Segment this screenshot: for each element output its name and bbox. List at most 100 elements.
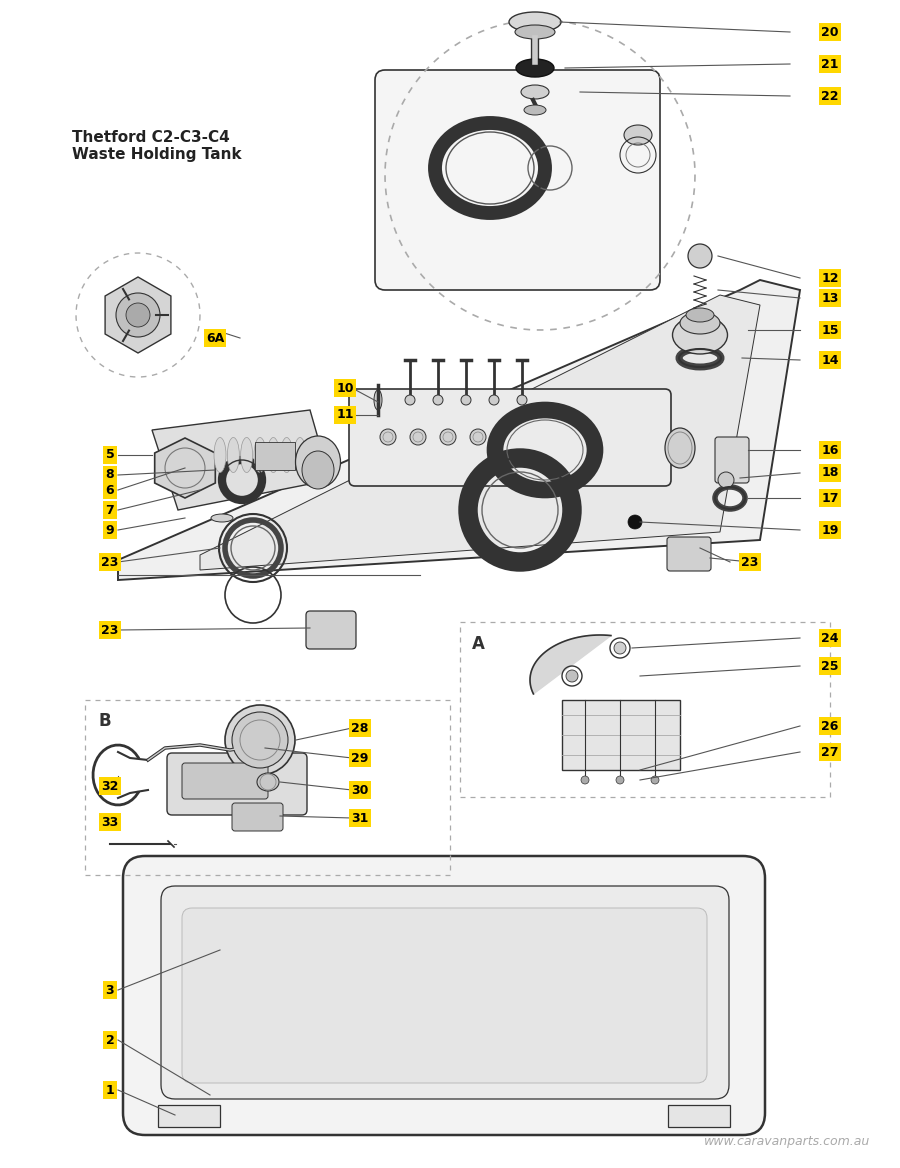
Circle shape — [566, 670, 578, 682]
Circle shape — [225, 705, 295, 776]
Text: A: A — [472, 635, 485, 653]
Text: 19: 19 — [822, 523, 839, 536]
Circle shape — [517, 395, 527, 405]
Polygon shape — [155, 438, 215, 498]
Text: 12: 12 — [821, 271, 839, 285]
Circle shape — [688, 244, 712, 267]
Circle shape — [410, 429, 426, 445]
Text: 3: 3 — [105, 983, 114, 996]
Ellipse shape — [254, 438, 266, 473]
Text: 26: 26 — [822, 719, 839, 732]
Circle shape — [628, 515, 642, 529]
Text: 23: 23 — [102, 556, 119, 569]
Circle shape — [405, 395, 415, 405]
Circle shape — [651, 776, 659, 784]
Text: 6: 6 — [105, 484, 114, 496]
Circle shape — [470, 429, 486, 445]
Polygon shape — [530, 635, 611, 694]
Ellipse shape — [624, 125, 652, 145]
Polygon shape — [105, 277, 171, 353]
Text: 25: 25 — [821, 660, 839, 673]
Text: 28: 28 — [351, 722, 369, 735]
Text: www.caravanparts.com.au: www.caravanparts.com.au — [704, 1135, 870, 1148]
Text: 32: 32 — [102, 779, 119, 793]
Circle shape — [440, 429, 456, 445]
Text: 21: 21 — [821, 57, 839, 70]
Circle shape — [232, 712, 288, 769]
Text: 1: 1 — [105, 1084, 114, 1097]
Polygon shape — [200, 296, 760, 570]
Text: Thetford C2-C3-C4
Waste Holding Tank: Thetford C2-C3-C4 Waste Holding Tank — [72, 130, 241, 162]
Ellipse shape — [665, 427, 695, 468]
FancyBboxPatch shape — [167, 753, 307, 815]
Ellipse shape — [228, 438, 239, 473]
Text: 24: 24 — [821, 632, 839, 645]
Text: 27: 27 — [821, 745, 839, 758]
Ellipse shape — [302, 451, 334, 489]
Bar — [255, 442, 295, 470]
Polygon shape — [562, 700, 680, 770]
FancyBboxPatch shape — [349, 389, 671, 486]
Text: 16: 16 — [822, 444, 839, 457]
Ellipse shape — [240, 438, 253, 473]
Text: 17: 17 — [821, 492, 839, 505]
Ellipse shape — [295, 436, 340, 488]
Text: 22: 22 — [821, 90, 839, 103]
Bar — [85, 700, 450, 875]
Ellipse shape — [294, 438, 306, 473]
Circle shape — [616, 776, 624, 784]
Ellipse shape — [680, 312, 720, 334]
Bar — [460, 623, 830, 797]
Text: 8: 8 — [105, 468, 114, 481]
Ellipse shape — [267, 438, 279, 473]
Text: 14: 14 — [821, 354, 839, 367]
Text: 6A: 6A — [206, 332, 224, 345]
Circle shape — [718, 472, 734, 488]
Ellipse shape — [257, 773, 279, 791]
Ellipse shape — [515, 25, 555, 39]
Circle shape — [126, 303, 150, 327]
Circle shape — [461, 395, 471, 405]
Ellipse shape — [211, 514, 233, 522]
Text: 2: 2 — [105, 1034, 114, 1047]
FancyBboxPatch shape — [161, 887, 729, 1099]
Ellipse shape — [516, 60, 554, 77]
FancyBboxPatch shape — [123, 856, 765, 1135]
Text: 33: 33 — [102, 815, 119, 828]
Circle shape — [581, 776, 589, 784]
Text: 10: 10 — [337, 382, 354, 395]
FancyBboxPatch shape — [306, 611, 356, 649]
Text: 7: 7 — [105, 503, 114, 516]
Text: 30: 30 — [351, 784, 369, 797]
Ellipse shape — [521, 85, 549, 99]
Circle shape — [116, 293, 160, 338]
FancyBboxPatch shape — [232, 804, 283, 830]
FancyBboxPatch shape — [715, 437, 749, 484]
Text: 15: 15 — [821, 324, 839, 336]
Ellipse shape — [524, 105, 546, 114]
Text: 31: 31 — [351, 812, 369, 825]
Text: 13: 13 — [822, 292, 839, 305]
Bar — [668, 1105, 730, 1127]
Ellipse shape — [281, 438, 292, 473]
Text: 4: 4 — [105, 624, 114, 637]
Text: 9: 9 — [105, 523, 114, 536]
Text: 20: 20 — [821, 26, 839, 39]
Ellipse shape — [374, 390, 382, 410]
Bar — [158, 1105, 220, 1127]
Text: 23: 23 — [102, 624, 119, 637]
Circle shape — [489, 395, 499, 405]
Polygon shape — [152, 410, 330, 510]
Circle shape — [614, 642, 626, 654]
Ellipse shape — [672, 317, 727, 354]
FancyBboxPatch shape — [182, 908, 707, 1083]
FancyBboxPatch shape — [375, 70, 660, 290]
Ellipse shape — [686, 308, 714, 322]
Ellipse shape — [214, 438, 226, 473]
Text: 5: 5 — [105, 449, 114, 461]
Circle shape — [433, 395, 443, 405]
Polygon shape — [118, 280, 800, 580]
Text: 18: 18 — [822, 466, 839, 480]
Text: B: B — [98, 712, 111, 730]
Ellipse shape — [509, 12, 561, 32]
